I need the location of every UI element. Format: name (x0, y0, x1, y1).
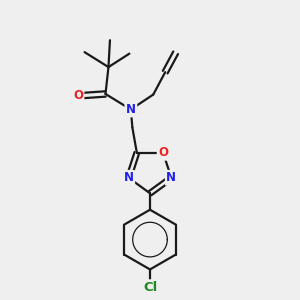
Text: O: O (73, 89, 83, 102)
Text: N: N (124, 171, 134, 184)
Text: O: O (158, 146, 168, 159)
Text: Cl: Cl (143, 281, 157, 294)
Text: N: N (166, 171, 176, 184)
Text: N: N (126, 103, 136, 116)
